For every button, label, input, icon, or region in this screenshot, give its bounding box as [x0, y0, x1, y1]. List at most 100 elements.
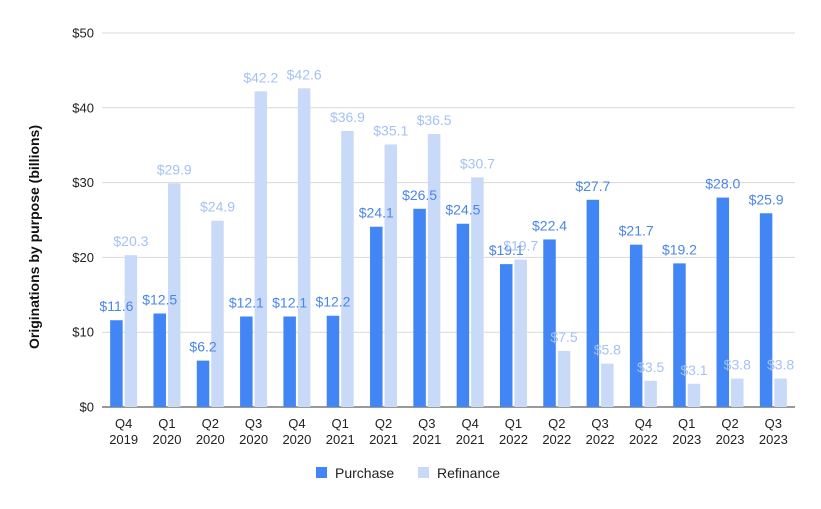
y-axis: $0 $10 $20 $30 $40 $50 — [72, 26, 94, 415]
refinance-bar — [341, 130, 354, 407]
purchase-bar — [716, 197, 730, 407]
refinance-data-label: $3.8 — [767, 357, 794, 373]
refinance-data-label: $19.7 — [503, 238, 538, 254]
x-tick-label: 2021 — [326, 432, 355, 447]
y-axis-label: Originations by purpose (billions) — [26, 125, 42, 349]
y-tick-label: $50 — [72, 26, 94, 41]
refinance-data-label: $42.6 — [287, 66, 322, 82]
x-tick-label: Q2 — [548, 416, 565, 431]
refinance-data-label: $20.3 — [113, 233, 148, 249]
refinance-bar — [557, 350, 571, 407]
purchase-data-label: $12.1 — [229, 294, 264, 310]
refinance-data-label: $42.2 — [243, 69, 278, 85]
x-tick-label: 2022 — [499, 432, 528, 447]
refinance-data-label: $24.9 — [200, 199, 235, 215]
refinance-bar — [297, 88, 311, 408]
refinance-bar — [644, 380, 657, 407]
purchase-bar — [499, 264, 513, 407]
x-tick-label: 2023 — [716, 432, 745, 447]
refinance-data-label: $35.1 — [373, 122, 408, 138]
x-tick-label: Q4 — [461, 416, 478, 431]
refinance-data-label: $3.1 — [680, 362, 707, 378]
x-tick-label: Q1 — [332, 416, 349, 431]
refinance-data-label: $29.9 — [157, 161, 192, 177]
purchase-bar — [326, 315, 340, 407]
refinance-legend-swatch — [418, 467, 429, 478]
x-tick-label: Q4 — [635, 416, 652, 431]
refinance-bar — [774, 378, 787, 407]
x-tick-label: Q1 — [505, 416, 522, 431]
purchase-data-label: $27.7 — [575, 178, 610, 194]
refinance-bar — [731, 378, 744, 407]
purchase-data-label: $25.9 — [749, 191, 784, 207]
refinance-data-label: $30.7 — [460, 155, 495, 171]
refinance-bar — [687, 383, 701, 407]
x-tick-label: 2020 — [239, 432, 268, 447]
x-tick-label: 2023 — [759, 432, 788, 447]
purchase-bar — [370, 226, 383, 407]
purchase-bar — [240, 316, 253, 407]
x-tick-label: 2023 — [672, 432, 701, 447]
refinance-bar — [471, 177, 484, 407]
y-tick-label: $40 — [72, 100, 94, 115]
refinance-bar — [601, 363, 614, 407]
refinance-data-label: $36.5 — [417, 112, 452, 128]
purchase-bar — [413, 208, 426, 407]
refinance-data-label: $36.9 — [330, 109, 365, 125]
refinance-data-label: $7.5 — [550, 329, 577, 345]
x-tick-label: 2022 — [542, 432, 571, 447]
x-tick-label: Q1 — [678, 416, 695, 431]
refinance-bar — [254, 91, 268, 408]
purchase-data-label: $19.2 — [662, 241, 697, 257]
refinance-bar — [384, 144, 398, 407]
x-tick-label: Q3 — [245, 416, 262, 431]
y-tick-label: $10 — [72, 325, 94, 340]
purchase-bar — [543, 239, 556, 407]
bars — [110, 88, 787, 408]
x-tick-label: 2020 — [196, 432, 225, 447]
x-tick-label: Q4 — [115, 416, 132, 431]
data-labels: $11.6 $20.3 $12.5 $29.9 $6.2 $24.9 $12.1 $42.2 $… — [99, 66, 794, 377]
y-tick-label: $20 — [72, 250, 94, 265]
x-tick-label: 2022 — [586, 432, 615, 447]
x-tick-label: Q1 — [158, 416, 175, 431]
purchase-data-label: $11.6 — [99, 298, 133, 314]
refinance-legend-label: Refinance — [437, 465, 500, 481]
x-axis: Q42019Q12020Q22020Q32020Q42020Q12021Q220… — [109, 416, 788, 447]
x-tick-label: 2019 — [109, 432, 138, 447]
purchase-bar — [110, 320, 123, 407]
x-tick-label: 2020 — [282, 432, 311, 447]
x-tick-label: Q2 — [721, 416, 738, 431]
purchase-bar — [759, 213, 773, 407]
refinance-bar — [124, 255, 138, 407]
purchase-bar — [629, 244, 643, 407]
purchase-data-label: $21.7 — [619, 223, 654, 239]
purchase-data-label: $12.5 — [142, 292, 177, 308]
x-tick-label: 2022 — [629, 432, 658, 447]
purchase-data-label: $24.5 — [445, 202, 480, 218]
purchase-bar — [196, 360, 210, 407]
purchase-data-label: $6.2 — [189, 339, 216, 355]
purchase-data-label: $12.2 — [315, 294, 350, 310]
x-tick-label: 2021 — [412, 432, 441, 447]
purchase-bar — [456, 223, 470, 407]
y-tick-label: $30 — [72, 175, 94, 190]
purchase-data-label: $24.1 — [359, 205, 394, 221]
refinance-bar — [514, 259, 527, 407]
refinance-bar — [427, 133, 441, 408]
purchase-data-label: $12.1 — [272, 294, 307, 310]
x-tick-label: Q3 — [418, 416, 435, 431]
purchase-data-label: $28.0 — [705, 176, 740, 192]
refinance-data-label: $3.8 — [724, 357, 751, 373]
x-tick-label: 2020 — [153, 432, 182, 447]
refinance-data-label: $5.8 — [594, 342, 621, 358]
x-tick-label: Q3 — [591, 416, 608, 431]
x-tick-label: 2021 — [456, 432, 485, 447]
legend: Purchase Refinance — [316, 465, 500, 481]
purchase-bar — [153, 313, 166, 407]
refinance-bar — [167, 183, 181, 407]
x-tick-label: Q4 — [288, 416, 305, 431]
x-tick-label: Q3 — [765, 416, 782, 431]
